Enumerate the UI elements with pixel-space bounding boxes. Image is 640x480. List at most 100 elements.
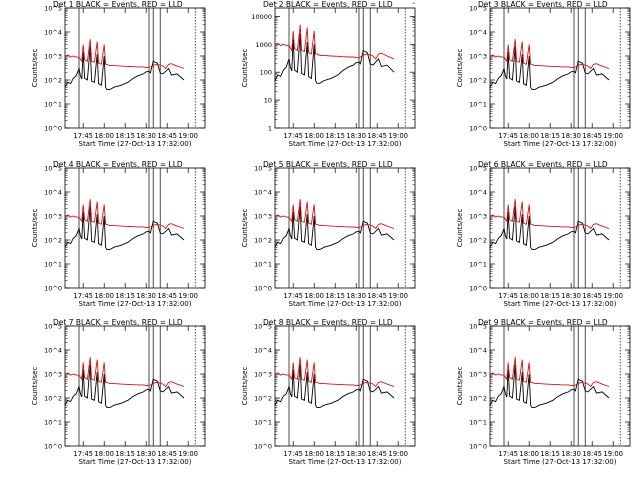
y-tick-label: 10^1: [44, 101, 62, 109]
chart-panel-6: Det 6 BLACK = Events, RED = LLD 10^0 10^1 1…: [456, 160, 631, 308]
chart-panel-4: Det 4 BLACK = Events, RED = LLD 10^0 10^1 1…: [31, 160, 206, 308]
plot-frame: [64, 7, 206, 129]
panel-title: Det 5 BLACK = Events, RED = LLD: [263, 160, 393, 169]
y-tick-label: 10^5: [469, 5, 487, 13]
y-tick-label: 10^3: [44, 371, 62, 379]
y-tick-label: 10^0: [469, 285, 487, 293]
x-axis-label: Start Time (27-Oct-13 17:32:00): [289, 300, 402, 308]
y-tick-label: 10^1: [254, 419, 272, 427]
y-tick-label: 10^2: [469, 395, 487, 403]
y-tick-label: 10^3: [469, 371, 487, 379]
x-tick-label: 17:45: [283, 292, 303, 300]
plot-frame: [489, 7, 631, 129]
x-axis-label: Start Time (27-Oct-13 17:32:00): [79, 300, 192, 308]
x-tick-label: 18:00: [94, 450, 114, 458]
series-line-events: [64, 364, 185, 409]
y-tick-label: 1: [268, 125, 272, 133]
series-line-events: [64, 206, 185, 251]
x-tick-label: 18:30: [346, 292, 366, 300]
y-tick-label: 10^3: [254, 213, 272, 221]
x-tick-label: 18:45: [367, 292, 387, 300]
x-tick-label: 17:45: [498, 450, 518, 458]
y-tick-label: 10^2: [44, 237, 62, 245]
x-tick-label: 18:30: [346, 450, 366, 458]
y-axis-label: Counts/sec: [31, 367, 39, 406]
y-tick-label: 10^1: [44, 419, 62, 427]
y-tick-label: 10^5: [469, 323, 487, 331]
series-line-lld: [489, 199, 610, 230]
plot-frame: [489, 167, 631, 289]
y-axis-label: Counts/sec: [31, 209, 39, 248]
plot-frame: [274, 167, 416, 289]
x-tick-label: 18:00: [519, 450, 539, 458]
plot-frame: [489, 325, 631, 447]
x-tick-label: 19:00: [388, 450, 408, 458]
x-tick-label: 18:15: [325, 450, 345, 458]
y-tick-label: 10^1: [469, 419, 487, 427]
x-tick-label: 17:45: [283, 132, 303, 140]
x-tick-label: 18:45: [582, 132, 602, 140]
y-tick-label: 10^4: [44, 29, 62, 37]
x-tick-label: 19:00: [603, 132, 623, 140]
series-line-lld: [64, 357, 185, 388]
panel-title: Det 9 BLACK = Events, RED = LLD: [478, 318, 608, 327]
x-tick-label: 19:00: [388, 292, 408, 300]
x-tick-label: 17:45: [73, 292, 93, 300]
series-line-lld: [64, 39, 185, 70]
x-tick-label: 18:00: [94, 292, 114, 300]
y-tick-label: 10^4: [254, 347, 272, 355]
y-tick-label: 10^0: [44, 285, 62, 293]
chart-panel-1: Det 1 BLACK = Events, RED = LLD 10^0 10^1 1…: [31, 0, 206, 148]
x-tick-label: 18:45: [157, 450, 177, 458]
x-tick-label: 19:00: [603, 292, 623, 300]
x-tick-label: 18:15: [325, 292, 345, 300]
y-tick-label: 10^4: [469, 29, 487, 37]
x-tick-label: 18:45: [157, 132, 177, 140]
y-tick-label: 10^5: [254, 323, 272, 331]
x-tick-label: 18:30: [136, 292, 156, 300]
y-tick-label: 10: [264, 97, 272, 105]
y-tick-label: 10^3: [469, 53, 487, 61]
series-line-events: [274, 33, 395, 84]
x-tick-label: 18:00: [304, 450, 324, 458]
y-tick-label: 10^4: [44, 347, 62, 355]
y-tick-label: 10^2: [44, 77, 62, 85]
y-tick-label: 10^1: [469, 261, 487, 269]
x-tick-label: 17:45: [73, 450, 93, 458]
chart-panel-9: Det 9 BLACK = Events, RED = LLD 10^0 10^1 1…: [456, 318, 631, 466]
y-tick-label: 10^4: [469, 189, 487, 197]
panel-title: Det 4 BLACK = Events, RED = LLD: [53, 160, 183, 169]
x-tick-label: 18:30: [561, 292, 581, 300]
series-line-lld: [489, 357, 610, 388]
x-tick-label: 18:30: [561, 132, 581, 140]
x-axis-label: Start Time (27-Oct-13 17:32:00): [289, 140, 402, 148]
panel-title: Det 1 BLACK = Events, RED = LLD: [53, 0, 183, 9]
y-tick-label: 10^4: [469, 347, 487, 355]
x-tick-label: 18:15: [540, 132, 560, 140]
series-line-events: [489, 364, 610, 409]
series-line-lld: [274, 199, 395, 230]
y-tick-label: 10^3: [44, 53, 62, 61]
y-tick-label: 10^1: [254, 261, 272, 269]
x-tick-label: 17:45: [73, 132, 93, 140]
x-tick-label: 18:00: [304, 132, 324, 140]
x-tick-label: 18:15: [115, 450, 135, 458]
y-tick-label: 10^1: [469, 101, 487, 109]
y-tick-label: 10^0: [254, 285, 272, 293]
series-line-lld: [274, 24, 395, 60]
x-tick-label: 19:00: [603, 450, 623, 458]
y-axis-label: Counts/sec: [241, 49, 249, 88]
x-tick-label: 18:00: [519, 132, 539, 140]
x-tick-label: 17:45: [498, 132, 518, 140]
y-tick-label: 10^2: [44, 395, 62, 403]
y-axis-label: Counts/sec: [31, 49, 39, 88]
x-tick-label: 18:30: [346, 132, 366, 140]
x-tick-label: 17:45: [283, 450, 303, 458]
x-axis-label: Start Time (27-Oct-13 17:32:00): [504, 300, 617, 308]
y-tick-label: 10^1: [44, 261, 62, 269]
x-tick-label: 18:45: [582, 450, 602, 458]
panel-title: Det 3 BLACK = Events, RED = LLD: [478, 0, 608, 9]
x-axis-label: Start Time (27-Oct-13 17:32:00): [504, 140, 617, 148]
x-axis-label: Start Time (27-Oct-13 17:32:00): [79, 458, 192, 466]
